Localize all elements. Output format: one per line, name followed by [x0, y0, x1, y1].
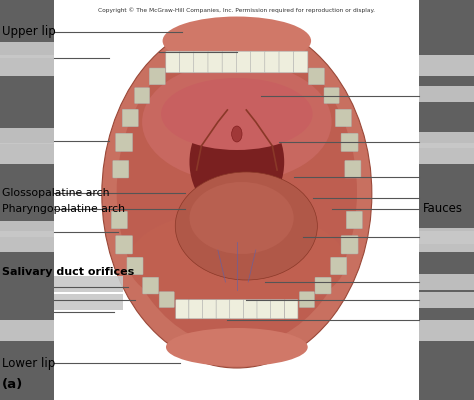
FancyBboxPatch shape — [116, 236, 133, 254]
FancyBboxPatch shape — [257, 300, 271, 319]
Bar — [419, 231, 474, 252]
Text: Salivary duct orifices: Salivary duct orifices — [2, 267, 135, 277]
Bar — [419, 55, 474, 76]
FancyBboxPatch shape — [216, 300, 230, 319]
FancyBboxPatch shape — [309, 68, 325, 85]
Bar — [419, 143, 474, 164]
Bar — [419, 320, 474, 341]
Ellipse shape — [128, 210, 346, 314]
Text: Lower lip: Lower lip — [2, 357, 55, 370]
Ellipse shape — [166, 328, 308, 366]
Text: Upper lip: Upper lip — [2, 26, 56, 38]
Bar — [55, 276, 123, 292]
FancyBboxPatch shape — [341, 133, 358, 152]
Bar — [419, 292, 474, 308]
Bar — [55, 294, 123, 310]
Bar — [0, 221, 55, 237]
FancyBboxPatch shape — [243, 300, 257, 319]
Bar — [0, 42, 55, 58]
Bar — [0, 320, 55, 341]
Bar — [0, 0, 55, 400]
FancyBboxPatch shape — [324, 88, 339, 104]
Ellipse shape — [190, 106, 284, 218]
Bar — [0, 128, 55, 144]
Ellipse shape — [102, 20, 372, 368]
FancyBboxPatch shape — [143, 277, 159, 294]
Ellipse shape — [117, 37, 357, 347]
FancyBboxPatch shape — [285, 300, 298, 319]
Text: Glossopalatine arch: Glossopalatine arch — [2, 188, 110, 198]
FancyBboxPatch shape — [180, 51, 195, 73]
Ellipse shape — [163, 16, 311, 65]
FancyBboxPatch shape — [135, 88, 150, 104]
FancyBboxPatch shape — [208, 51, 223, 73]
FancyBboxPatch shape — [127, 257, 143, 275]
Bar — [419, 0, 474, 400]
Bar — [419, 228, 474, 244]
FancyBboxPatch shape — [251, 51, 266, 73]
FancyBboxPatch shape — [271, 300, 285, 319]
FancyBboxPatch shape — [222, 51, 237, 73]
FancyBboxPatch shape — [345, 160, 361, 178]
Bar — [55, 0, 419, 400]
Text: (a): (a) — [2, 378, 24, 391]
FancyBboxPatch shape — [346, 211, 362, 229]
Text: Copyright © The McGraw-Hill Companies, Inc. Permission required for reproduction: Copyright © The McGraw-Hill Companies, I… — [98, 7, 375, 13]
FancyBboxPatch shape — [237, 51, 252, 73]
FancyBboxPatch shape — [189, 300, 203, 319]
FancyBboxPatch shape — [202, 300, 217, 319]
Ellipse shape — [161, 78, 313, 150]
Bar — [0, 231, 55, 252]
Bar — [419, 132, 474, 148]
FancyBboxPatch shape — [111, 211, 128, 229]
Ellipse shape — [190, 182, 294, 254]
FancyBboxPatch shape — [116, 133, 133, 152]
FancyBboxPatch shape — [265, 51, 280, 73]
FancyBboxPatch shape — [159, 292, 174, 308]
FancyBboxPatch shape — [230, 300, 244, 319]
FancyBboxPatch shape — [149, 68, 165, 85]
FancyBboxPatch shape — [300, 292, 315, 308]
Ellipse shape — [175, 172, 318, 280]
Bar — [419, 274, 474, 290]
Bar — [419, 86, 474, 102]
FancyBboxPatch shape — [194, 51, 209, 73]
Bar — [0, 143, 55, 164]
FancyBboxPatch shape — [341, 236, 358, 254]
Text: Pharyngopalatine arch: Pharyngopalatine arch — [2, 204, 125, 214]
FancyBboxPatch shape — [176, 300, 189, 319]
FancyBboxPatch shape — [279, 51, 294, 73]
FancyBboxPatch shape — [166, 51, 180, 73]
FancyBboxPatch shape — [336, 109, 351, 127]
FancyBboxPatch shape — [113, 160, 129, 178]
Text: Fauces: Fauces — [422, 202, 463, 215]
Bar — [0, 55, 55, 76]
FancyBboxPatch shape — [331, 257, 346, 275]
Ellipse shape — [232, 126, 242, 142]
FancyBboxPatch shape — [122, 109, 138, 127]
Ellipse shape — [142, 62, 332, 182]
FancyBboxPatch shape — [294, 51, 308, 73]
FancyBboxPatch shape — [315, 277, 331, 294]
